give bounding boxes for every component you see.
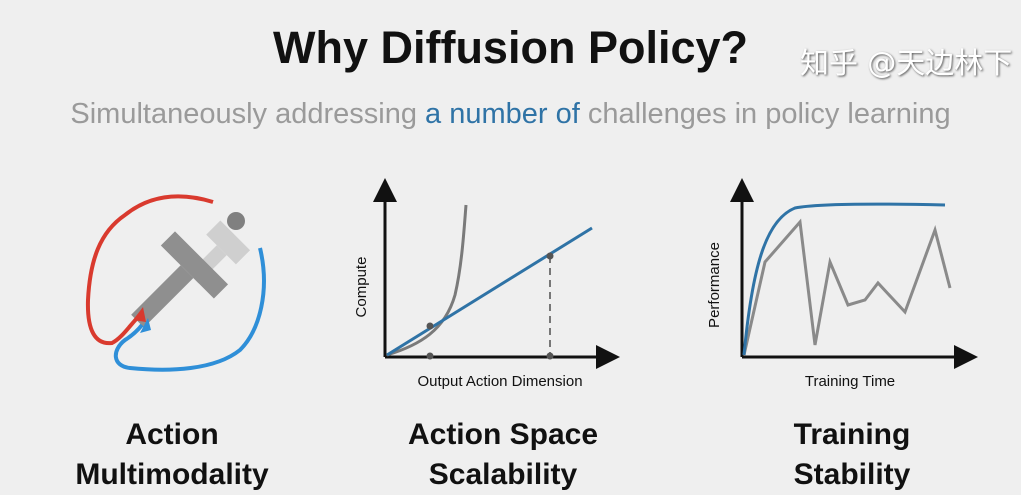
target-t-bar — [206, 220, 251, 265]
blue-arrowhead — [140, 318, 151, 333]
panel-title-stability: Training Stability — [793, 418, 911, 491]
subtitle-text: Simultaneously addressing — [70, 98, 426, 130]
t-push-icon — [85, 194, 266, 372]
x-axis-label: Training Time — [805, 373, 895, 390]
watermark: 知乎 @天边林下 — [800, 46, 1013, 80]
page-title: Why Diffusion Policy? — [272, 22, 748, 73]
linear-line — [386, 226, 593, 357]
point — [546, 252, 554, 260]
subtitle-highlight: a number of — [425, 98, 580, 130]
end-effector-dot — [227, 212, 245, 230]
y-axis-label: Performance — [706, 242, 723, 328]
unstable-curve — [742, 218, 952, 356]
t-block-bar — [160, 231, 229, 299]
x-axis-label: Output Action Dimension — [417, 373, 582, 390]
point — [546, 352, 554, 360]
t-block-stem — [131, 265, 194, 328]
panel-title-multimodality: Action Multimodality — [75, 418, 269, 491]
point — [426, 322, 434, 330]
point — [426, 352, 434, 360]
blue-trajectory — [113, 247, 266, 372]
scalability-chart: Compute Output Action Dimension — [353, 178, 620, 390]
subtitle: Simultaneously addressing a number of ch… — [0, 98, 1021, 131]
y-axis-label: Compute — [353, 257, 370, 318]
exponential-curve — [386, 204, 468, 357]
subtitle-text-end: challenges in policy learning — [579, 98, 951, 130]
stability-chart: Performance Training Time — [706, 178, 978, 390]
panel-title-scalability: Action Space Scalability — [407, 418, 599, 491]
red-arrowhead — [133, 307, 146, 322]
stable-curve — [742, 202, 946, 356]
red-trajectory — [85, 194, 214, 346]
